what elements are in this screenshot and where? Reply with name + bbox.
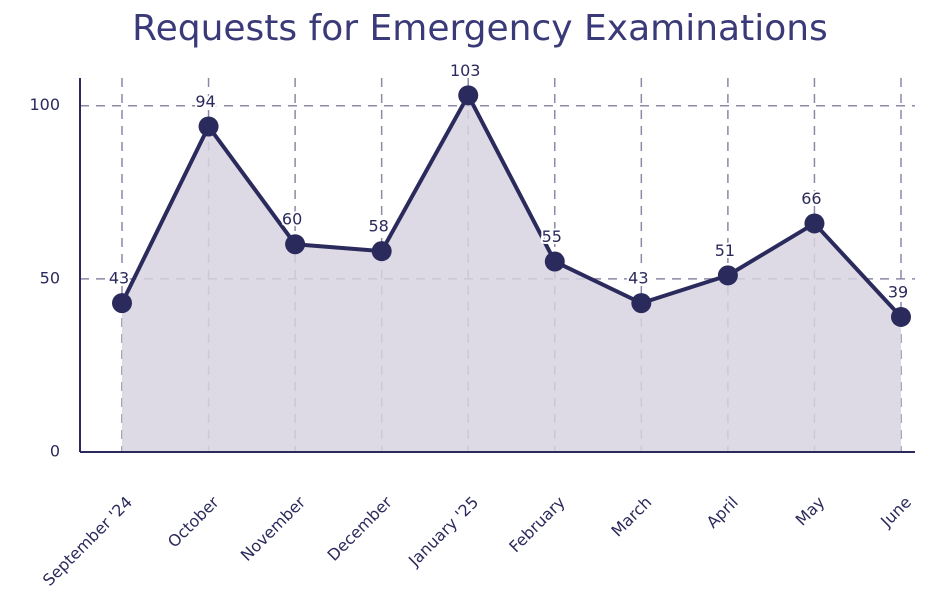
point (804, 213, 825, 234)
x-tick-label: November (237, 492, 310, 565)
area-layer (122, 95, 901, 452)
point (198, 116, 219, 137)
area (122, 95, 901, 452)
data-label: 55 (542, 227, 562, 246)
y-tick-label: 100 (29, 95, 60, 114)
point (717, 265, 738, 286)
x-tick-label: February (505, 493, 569, 557)
data-label: 58 (368, 217, 388, 236)
y-tick-label: 50 (40, 268, 60, 287)
x-tick-label: December (324, 492, 396, 564)
point (112, 293, 132, 314)
data-label: 103 (450, 61, 481, 80)
point (458, 85, 479, 106)
data-label: 43 (628, 269, 648, 288)
data-label: 39 (888, 282, 908, 301)
y-tick-label: 0 (50, 442, 60, 461)
data-label: 66 (801, 189, 821, 208)
chart-title: Requests for Emergency Examinations (132, 8, 828, 49)
data-label: 60 (282, 210, 302, 229)
data-label: 51 (715, 241, 735, 260)
x-tick-label: March (607, 493, 655, 541)
point (285, 234, 306, 255)
data-label: 43 (109, 269, 129, 288)
x-tick-label: May (792, 493, 829, 530)
x-tick-label: January '25 (404, 493, 482, 571)
line (120, 93, 903, 319)
point (371, 241, 392, 262)
point (891, 306, 911, 327)
x-tick-label: October (164, 492, 223, 551)
x-tick-label: April (703, 493, 742, 532)
point (544, 251, 565, 272)
x-tick-label: June (876, 493, 915, 532)
x-tick-label: September '24 (39, 493, 136, 590)
data-label: 94 (195, 92, 215, 111)
point (631, 293, 652, 314)
